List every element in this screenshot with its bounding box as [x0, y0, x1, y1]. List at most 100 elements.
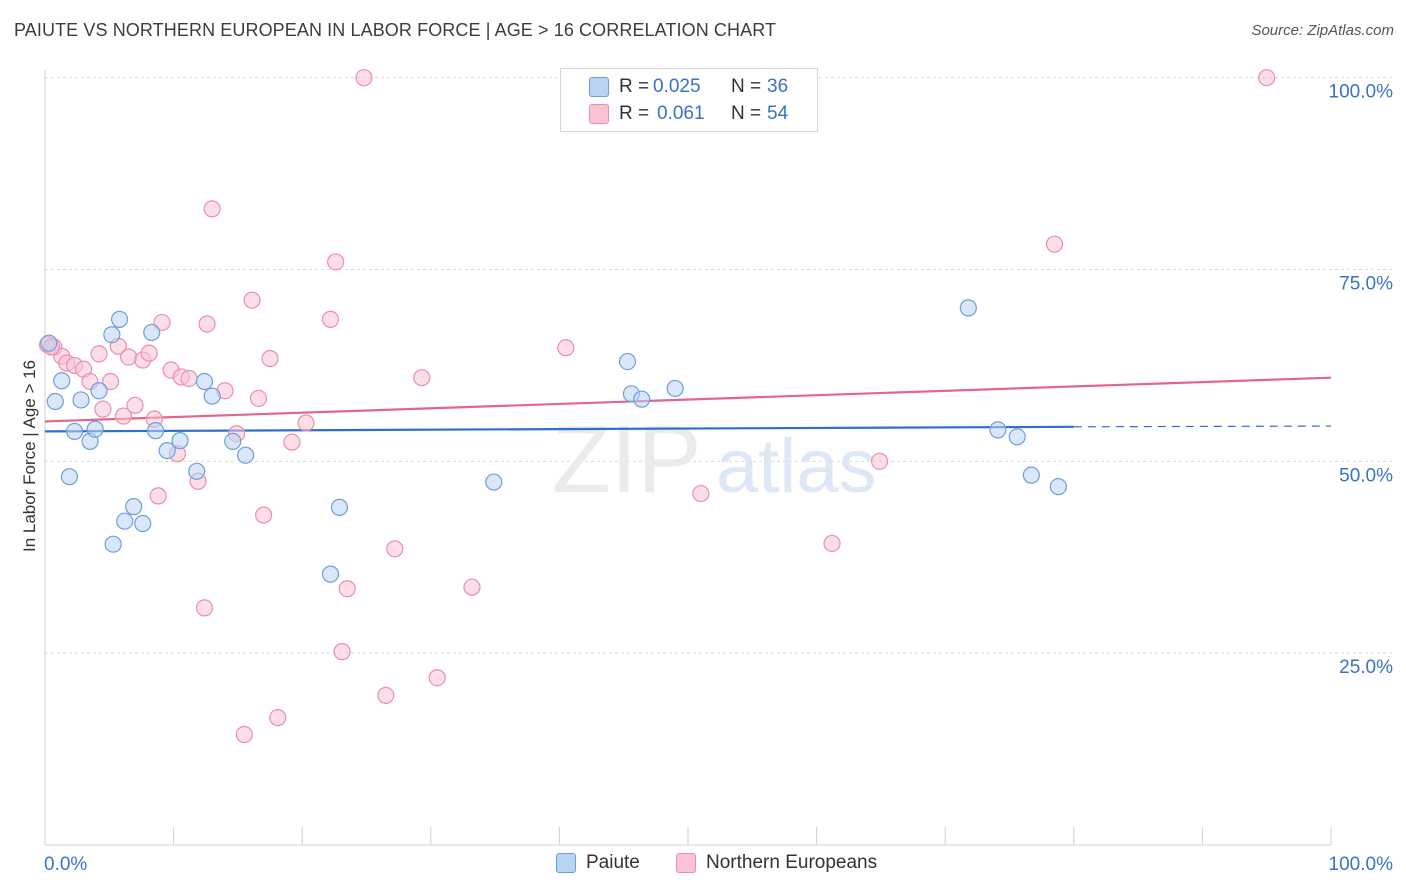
paiute-point	[143, 323, 161, 342]
northern-point	[101, 372, 120, 391]
northern-point	[386, 540, 404, 558]
paiute-point	[330, 498, 349, 516]
northern-point	[153, 313, 171, 332]
paiute-point	[125, 498, 143, 516]
northern-point	[297, 414, 315, 432]
paiute-trend-extension	[1073, 425, 1332, 428]
bottom-legend-paiute-label: Paiute	[586, 852, 640, 873]
northern-point	[126, 396, 144, 414]
paiute-point	[86, 420, 104, 438]
paiute-point	[618, 352, 637, 371]
paiute-point	[158, 441, 176, 460]
northern-point	[413, 369, 431, 387]
northern-point	[1258, 69, 1276, 87]
legend-paiute-n: 36	[767, 76, 789, 97]
paiute-point	[103, 326, 121, 344]
northern-point	[377, 686, 395, 704]
paiute-point	[104, 535, 122, 553]
northern-swatch	[676, 853, 696, 873]
watermark-zip: ZIP	[552, 406, 701, 513]
paiute-point	[1049, 478, 1067, 496]
paiute-point	[65, 422, 84, 441]
legend-paiute-r: 0.025	[653, 76, 701, 97]
northern-point	[94, 400, 112, 418]
y-tick-label: 50.0%	[1339, 465, 1393, 486]
northern-point	[195, 599, 214, 617]
northern-trend-line	[44, 376, 1332, 423]
northern-point	[1045, 235, 1064, 253]
northern-point	[140, 344, 158, 362]
northern-point	[692, 484, 710, 503]
paiute-swatch	[556, 853, 576, 873]
paiute-point	[485, 473, 503, 491]
legend-r-label: R =	[619, 76, 650, 97]
paiute-point	[1008, 428, 1026, 446]
northern-point	[823, 534, 841, 553]
northern-point	[283, 433, 301, 451]
paiute-point	[195, 372, 214, 391]
data-points	[38, 69, 1276, 744]
northern-point	[149, 487, 167, 505]
northern-point	[871, 452, 889, 470]
source-label: Source: ZipAtlas.com	[1251, 22, 1394, 39]
northern-point	[255, 506, 273, 524]
northern-point	[235, 725, 253, 744]
y-tick-label: 75.0%	[1339, 274, 1393, 295]
y-tick-label: 100.0%	[1329, 82, 1394, 103]
axes	[44, 70, 1332, 846]
watermark: ZIP atlas	[552, 406, 877, 513]
bottom-legend-northern-label: Northern Europeans	[706, 852, 878, 873]
tick-labels: 25.0% 50.0% 75.0% 100.0% 0.0% 100.0%	[44, 82, 1393, 875]
paiute-point	[134, 514, 152, 533]
northern-point	[243, 291, 261, 309]
paiute-point	[959, 299, 977, 317]
northern-point	[90, 345, 108, 363]
legend-northern-r: 0.061	[657, 103, 705, 124]
northern-point	[180, 369, 198, 388]
paiute-point	[46, 392, 64, 411]
paiute-point	[72, 391, 90, 409]
northern-point	[428, 669, 446, 687]
trend-lines	[44, 376, 1332, 433]
chart-title: PAIUTE VS NORTHERN EUROPEAN IN LABOR FOR…	[14, 20, 777, 40]
northern-swatch	[589, 104, 609, 124]
legend-n-label: N =	[731, 76, 762, 97]
paiute-point	[666, 379, 684, 398]
paiute-trend-line	[44, 425, 1074, 433]
legend-row-paiute: R = 0.025 N = 36	[561, 74, 817, 100]
northern-point	[119, 348, 138, 366]
northern-point	[355, 69, 373, 87]
paiute-point	[171, 432, 189, 450]
watermark-atlas: atlas	[716, 424, 877, 509]
northern-point	[327, 253, 345, 271]
legend-row-northern: R = 0.061 N = 54	[561, 101, 817, 127]
grid-lines	[45, 77, 1393, 654]
y-axis-label: In Labor Force | Age > 16	[20, 360, 39, 552]
northern-point	[557, 339, 575, 357]
paiute-point	[53, 372, 71, 390]
northern-point	[333, 643, 351, 661]
paiute-point	[224, 432, 242, 450]
paiute-point	[60, 468, 79, 486]
paiute-point	[40, 334, 58, 352]
paiute-point	[989, 421, 1007, 439]
y-tick-label: 25.0%	[1339, 657, 1393, 678]
paiute-point	[237, 446, 255, 464]
paiute-point	[203, 387, 221, 405]
paiute-point	[633, 390, 651, 408]
legend-northern-n: 54	[767, 103, 789, 124]
paiute-point	[1022, 466, 1040, 484]
paiute-point	[110, 310, 129, 328]
northern-point	[198, 315, 216, 333]
northern-point	[203, 200, 221, 218]
paiute-point	[321, 565, 340, 583]
paiute-point	[188, 462, 206, 480]
legend: R = 0.025 N = 36 R = 0.061 N = 54	[560, 68, 818, 132]
paiute-swatch	[589, 77, 609, 97]
northern-point	[261, 349, 279, 368]
northern-point	[269, 709, 287, 727]
x-tick-label-min: 0.0%	[44, 854, 87, 875]
x-tick-label-max: 100.0%	[1329, 854, 1394, 875]
northern-point	[463, 578, 481, 596]
